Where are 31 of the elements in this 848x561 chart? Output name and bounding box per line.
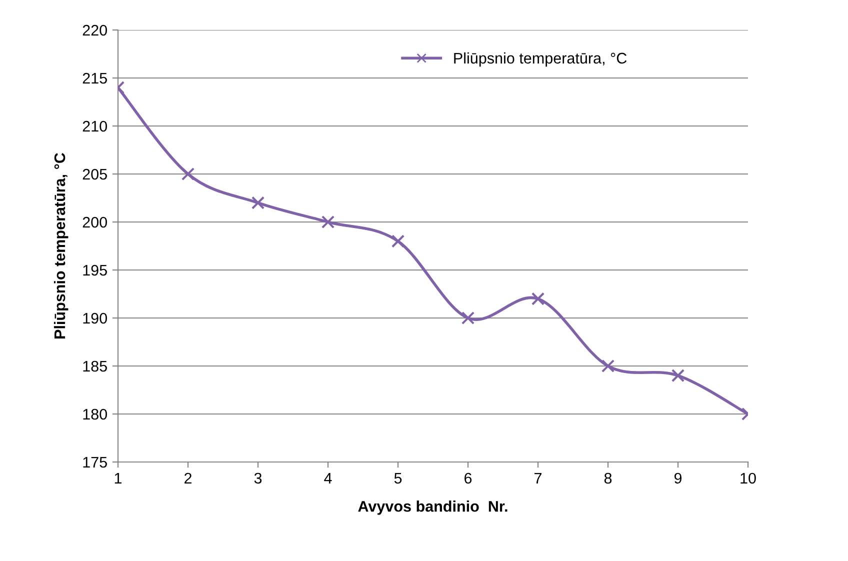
y-tick-label: 185 (83, 360, 107, 372)
x-axis-title: Avyvos bandinio Nr. (358, 500, 508, 515)
y-tick-label: 200 (82, 216, 107, 228)
x-tick-label: 9 (674, 472, 682, 484)
x-tick-label: 4 (324, 472, 332, 484)
point (531, 292, 545, 306)
x-tick-label: 6 (464, 472, 472, 484)
y-tick-label: 180 (83, 408, 107, 420)
y-tick-label: 205 (82, 168, 107, 180)
x-tick-label: 8 (604, 472, 612, 484)
x-tick-label: 3 (254, 472, 262, 484)
point (391, 234, 405, 248)
x-tick-label: 7 (534, 472, 542, 484)
y-tick-label: 220 (82, 24, 107, 36)
point (321, 215, 335, 229)
x-tick-label: 1 (114, 472, 122, 484)
x-tick-label: 5 (394, 472, 402, 484)
y-tick-label: 195 (83, 264, 107, 276)
point (671, 369, 685, 382)
point (181, 167, 195, 181)
point (461, 311, 475, 325)
point (251, 196, 265, 210)
x-tick-label: 10 (740, 472, 756, 484)
x-tick-label: 2 (184, 472, 192, 484)
y-axis-title: Pliūpsnio temperatūra, °C (54, 152, 68, 338)
y-tick-label: 190 (83, 312, 107, 324)
legend-label: Pliūpsnio temperatūra, °C (454, 52, 627, 67)
y-tick-label: 210 (82, 120, 107, 132)
point (601, 359, 615, 373)
y-tick-label: 215 (82, 72, 107, 84)
y-tick-label: 175 (83, 457, 107, 468)
